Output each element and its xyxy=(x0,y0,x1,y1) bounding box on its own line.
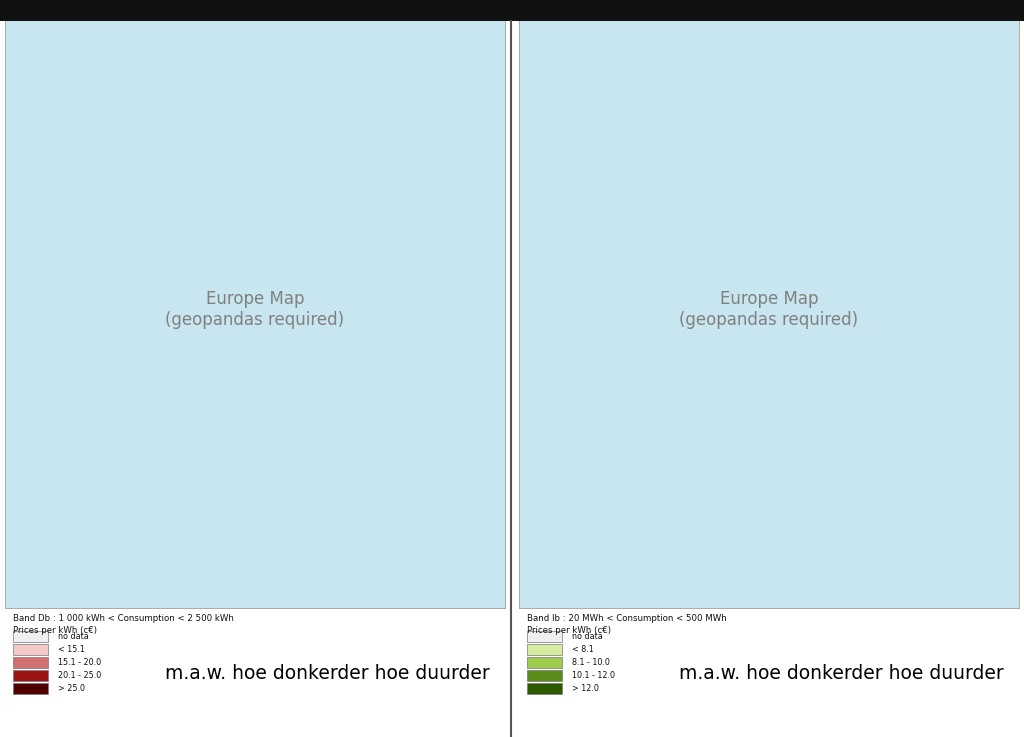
Bar xyxy=(12,657,47,668)
Text: < 8.1: < 8.1 xyxy=(571,645,593,654)
Bar xyxy=(526,657,561,668)
Text: > 12.0: > 12.0 xyxy=(571,684,598,694)
Text: no data: no data xyxy=(57,632,88,641)
Text: Band Ib : 20 MWh < Consumption < 500 MWh: Band Ib : 20 MWh < Consumption < 500 MWh xyxy=(526,615,726,624)
Bar xyxy=(12,632,47,642)
Text: 10.1 - 12.0: 10.1 - 12.0 xyxy=(571,671,614,680)
Text: Europe Map
(geopandas required): Europe Map (geopandas required) xyxy=(680,290,858,329)
Text: 20.1 - 25.0: 20.1 - 25.0 xyxy=(57,671,100,680)
Bar xyxy=(12,671,47,681)
Bar xyxy=(12,683,47,694)
Text: m.a.w. hoe donkerder hoe duurder: m.a.w. hoe donkerder hoe duurder xyxy=(165,664,489,683)
Bar xyxy=(526,644,561,655)
Bar xyxy=(526,671,561,681)
Bar xyxy=(526,683,561,694)
Bar xyxy=(526,632,561,642)
Text: > 25.0: > 25.0 xyxy=(57,684,85,694)
Text: Prices per kWh (c€): Prices per kWh (c€) xyxy=(526,626,610,635)
Bar xyxy=(12,644,47,655)
Text: 15.1 - 20.0: 15.1 - 20.0 xyxy=(57,658,100,667)
Text: m.a.w. hoe donkerder hoe duurder: m.a.w. hoe donkerder hoe duurder xyxy=(679,664,1004,683)
Text: 8.1 - 10.0: 8.1 - 10.0 xyxy=(571,658,609,667)
Text: < 15.1: < 15.1 xyxy=(57,645,84,654)
Text: Europe Map
(geopandas required): Europe Map (geopandas required) xyxy=(166,290,344,329)
Text: Band Db : 1 000 kWh < Consumption < 2 500 kWh: Band Db : 1 000 kWh < Consumption < 2 50… xyxy=(12,615,233,624)
Text: no data: no data xyxy=(571,632,602,641)
Text: Prices per kWh (c€): Prices per kWh (c€) xyxy=(12,626,96,635)
